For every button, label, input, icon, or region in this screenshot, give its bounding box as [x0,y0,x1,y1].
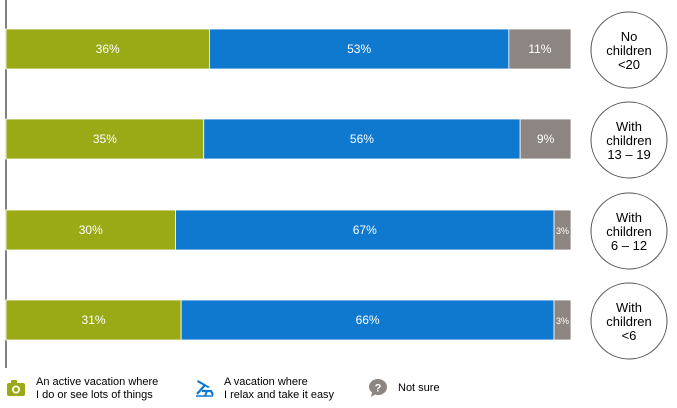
category-circle [590,101,668,179]
category-label: No [621,29,638,44]
camera-icon [7,380,25,396]
legend-label-notsure: Not sure [398,382,440,394]
category-label: children [606,224,652,239]
bar-segment [553,209,572,251]
bar-segment [180,299,555,341]
category-label: 13 – 19 [607,147,650,162]
category-label: children [606,43,652,58]
svg-text:?: ? [375,383,382,395]
beach-chair-icon [196,380,214,397]
category-label: <6 [622,328,637,343]
category-circle [590,282,668,360]
bar-segment [175,209,555,251]
bar-data-label: 11% [528,42,551,56]
bar-data-label: 56% [350,132,374,146]
bar-data-label: 3% [556,226,569,236]
legend-item-active: An active vacation where I do or see lot… [6,376,186,402]
bar-data-label: 3% [556,316,569,326]
bar-data-label: 30% [79,223,103,237]
category-label: 6 – 12 [611,238,647,253]
legend: An active vacation where I do or see lot… [0,376,677,406]
legend-item-relax: A vacation where I relax and take it eas… [194,376,374,402]
bar-segment [5,299,182,341]
bar-data-label: 53% [347,42,371,56]
category-label: children [606,133,652,148]
legend-label-active: An active vacation where I do or see lot… [36,376,159,401]
bar-segment [5,28,210,70]
bar-segment [208,28,510,70]
bar-data-label: 31% [82,313,106,327]
bars-group: 36% 53% 11% 35% 56% 9% 30% 67% 3% 31% 66% 3% [5,28,572,341]
bar-data-label: 9% [537,132,555,146]
bar-segment [519,118,572,160]
category-label: With [616,119,642,134]
category-label: <20 [618,57,640,72]
bar-data-label: 36% [96,42,120,56]
bar-segment [508,28,572,70]
category-label: children [606,314,652,329]
bar-segment [553,299,572,341]
legend-label-relax: A vacation where I relax and take it eas… [224,376,335,401]
bar-data-label: 67% [353,223,377,237]
category-label: With [616,300,642,315]
question-mark-icon: ? [369,379,387,397]
category-circle [590,192,668,270]
category-label: With [616,210,642,225]
bar-data-label: 66% [356,313,380,327]
bar-data-label: 35% [93,132,117,146]
category-circle [590,11,668,89]
legend-item-notsure: ? Not sure [368,376,548,398]
